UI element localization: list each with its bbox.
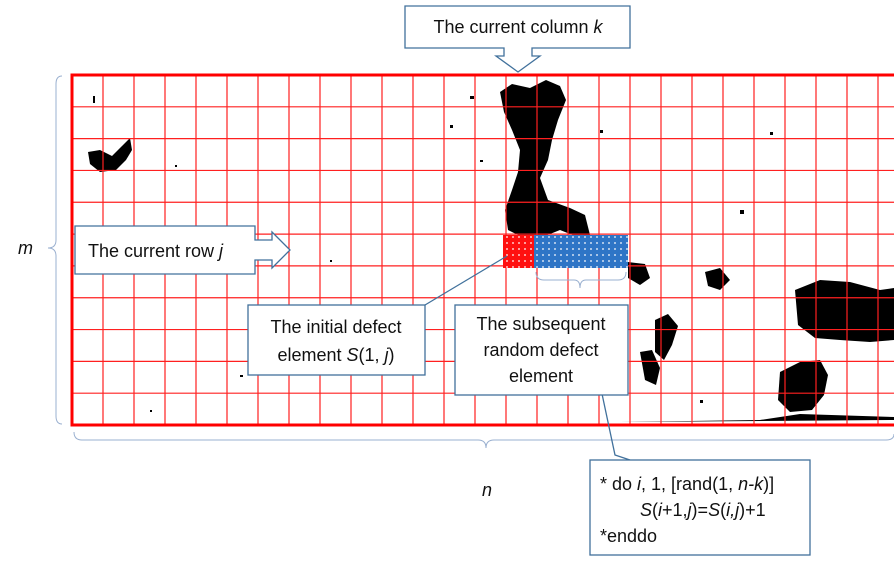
row-label: The current row j xyxy=(88,241,224,261)
column-brace xyxy=(74,432,894,448)
column-callout xyxy=(405,6,630,72)
code-line1: * do i, 1, [rand(1, n-k)] xyxy=(600,474,774,494)
subsequent-line1: The subsequent xyxy=(476,314,605,334)
column-label: The current column k xyxy=(433,17,603,37)
initial-line1: The initial defect xyxy=(270,317,401,337)
label-m: m xyxy=(18,238,33,258)
label-n: n xyxy=(482,480,492,500)
code-line3: *enddo xyxy=(600,526,657,546)
subsequent-defect-cells xyxy=(534,235,628,268)
code-line2: S(i+1,j)=S(i,j)+1 xyxy=(640,500,766,520)
initial-defect-cell xyxy=(503,235,534,268)
row-brace xyxy=(48,76,62,424)
initial-line2: element S(1, j) xyxy=(277,345,394,365)
subsequent-line2: random defect xyxy=(483,340,598,360)
defect-brace xyxy=(536,272,626,288)
diagram: m n The current column k The current row… xyxy=(0,0,894,558)
subsequent-line3: element xyxy=(509,366,573,386)
